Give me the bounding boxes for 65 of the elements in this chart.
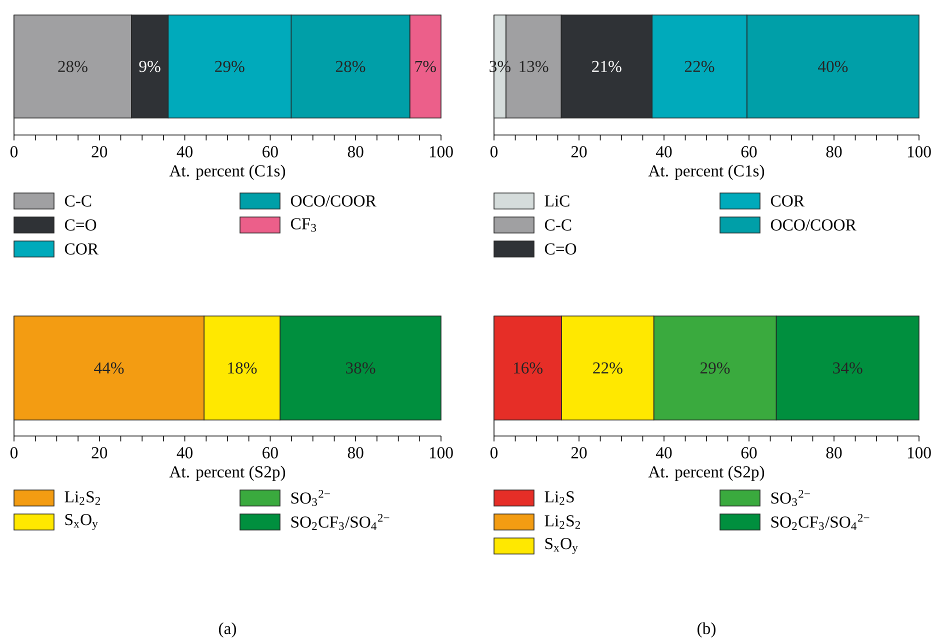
data-label: 13% bbox=[520, 60, 548, 72]
legend-label: C=O bbox=[544, 243, 576, 255]
legend-label: OCO/COOR bbox=[290, 195, 376, 207]
x-tick-label: 0 bbox=[490, 146, 498, 158]
x-tick-label: 0 bbox=[10, 146, 18, 158]
x-tick-label: 80 bbox=[826, 447, 842, 458]
legend-label: SO$_{3}$2− bbox=[771, 490, 810, 506]
legend-label: Li$_{2}$S$_{2}$ bbox=[544, 515, 580, 529]
x-tick-label: 20 bbox=[92, 146, 108, 158]
legend-label: CF$_{3}$ bbox=[290, 218, 316, 232]
x-tick-label: 100 bbox=[430, 447, 453, 458]
data-label: 28% bbox=[336, 60, 366, 72]
x-tick-label: 20 bbox=[92, 447, 108, 458]
text: (b) bbox=[698, 622, 716, 638]
x-tick-label: 100 bbox=[908, 447, 931, 458]
data-label: 7% bbox=[415, 60, 436, 72]
x-axis-title: At. percent (S2p) bbox=[169, 466, 286, 481]
legend-label: OCO/COOR bbox=[770, 219, 856, 231]
data-label: 40% bbox=[818, 60, 848, 72]
x-tick-label: 20 bbox=[571, 146, 587, 158]
legend-label: C=O bbox=[64, 219, 96, 231]
data-label: 34% bbox=[833, 362, 862, 374]
x-tick-label: 0 bbox=[490, 447, 498, 458]
x-axis-title: At. percent (S2p) bbox=[648, 466, 764, 481]
data-label: 16% bbox=[514, 362, 543, 374]
data-label: 29% bbox=[215, 60, 244, 72]
data-label: 22% bbox=[684, 60, 714, 72]
data-label: 22% bbox=[593, 362, 622, 374]
x-axis-title: At. percent (C1s) bbox=[169, 164, 286, 180]
x-tick-label: 60 bbox=[741, 447, 757, 458]
x-tick-label: 40 bbox=[656, 146, 672, 158]
x-tick-label: 80 bbox=[348, 447, 364, 458]
legend-label: COR bbox=[64, 243, 99, 255]
legend-label: LiC bbox=[544, 195, 570, 207]
data-label: 38% bbox=[346, 362, 376, 374]
legend-label: S$_{x}$O$_{y}$ bbox=[545, 538, 578, 554]
x-tick-label: 60 bbox=[262, 146, 278, 158]
legend-label: SO$_{3}$2− bbox=[291, 490, 330, 506]
legend-label: C-C bbox=[64, 195, 92, 207]
x-tick-label: 40 bbox=[656, 447, 672, 458]
data-label: 44% bbox=[94, 362, 124, 374]
data-label: 9% bbox=[139, 60, 160, 72]
legend-label: Li$_{2}$S$_{2}$ bbox=[64, 491, 100, 505]
data-label: 21% bbox=[592, 60, 622, 72]
x-tick-label: 60 bbox=[262, 447, 278, 458]
x-tick-label: 40 bbox=[176, 447, 192, 458]
data-label: 28% bbox=[58, 60, 88, 72]
legend-label: SO$_{2}$CF$_{3}$/SO$_{4}$2− bbox=[771, 514, 870, 530]
x-tick-label: 80 bbox=[826, 146, 842, 158]
legend-label: SO$_{2}$CF$_{3}$/SO$_{4}$2− bbox=[291, 514, 390, 530]
x-tick-label: 100 bbox=[430, 146, 453, 158]
legend-label: S$_{x}$O$_{y}$ bbox=[65, 514, 98, 530]
x-tick-label: 20 bbox=[571, 447, 587, 458]
legend-label: C-C bbox=[544, 219, 572, 231]
legend-label: COR bbox=[770, 195, 805, 207]
x-tick-label: 0 bbox=[10, 447, 18, 458]
legend-label: Li$_{2}$S bbox=[544, 491, 574, 505]
data-label: 29% bbox=[700, 362, 730, 374]
x-tick-label: 60 bbox=[741, 146, 757, 158]
x-axis-title: At. percent (C1s) bbox=[648, 164, 764, 180]
text: (a) bbox=[218, 622, 236, 638]
x-tick-label: 40 bbox=[176, 146, 192, 158]
x-tick-label: 100 bbox=[908, 146, 931, 158]
x-tick-label: 80 bbox=[348, 146, 364, 158]
data-label: 18% bbox=[228, 362, 257, 374]
